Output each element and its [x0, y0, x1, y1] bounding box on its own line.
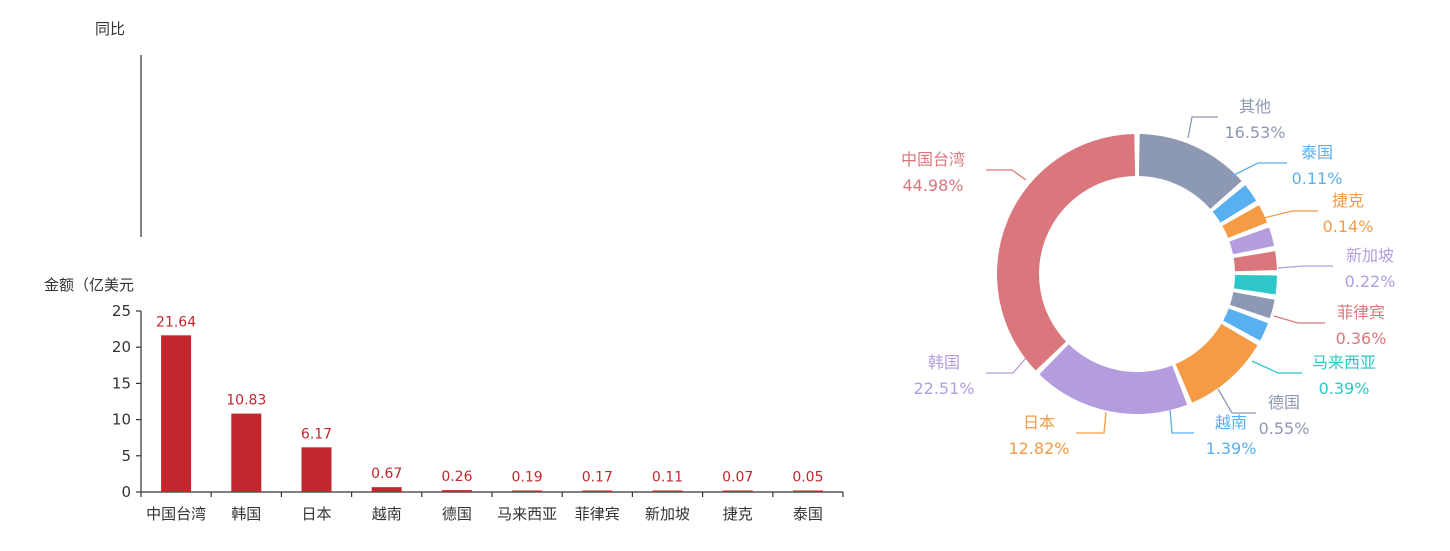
donut-leader-line	[1187, 116, 1218, 139]
donut-slice-越南	[1223, 308, 1269, 341]
donut-leader-line	[1277, 265, 1333, 269]
bar-value-label: 0.07	[722, 470, 753, 486]
donut-slice-percent: 0.11%	[1292, 169, 1343, 188]
bar-菲律宾	[582, 490, 613, 492]
bar-日本	[301, 447, 332, 492]
donut-leader-line	[1273, 315, 1325, 324]
bar-y-tick-label: 0	[121, 483, 131, 501]
bar-y-tick-label: 25	[112, 302, 131, 320]
bar-value-label: 21.64	[156, 314, 196, 330]
bar-y-axis-title: 金额（亿美元	[44, 276, 134, 294]
donut-slice-percent: 0.36%	[1336, 329, 1387, 348]
bar-y-tick-label: 15	[112, 374, 131, 392]
bar-x-tick-label: 德国	[442, 505, 472, 523]
bar-x-tick-label: 泰国	[793, 505, 823, 523]
bar-马来西亚	[512, 490, 543, 492]
bar-value-label: 6.17	[301, 426, 332, 442]
donut-slice-新加坡	[1229, 227, 1275, 255]
bar-x-tick-label: 马来西亚	[497, 505, 557, 523]
donut-slice-name: 新加坡	[1346, 246, 1394, 265]
donut-slice-name: 捷克	[1332, 191, 1364, 210]
bar-y-tick-label: 10	[112, 411, 131, 429]
bar-value-label: 0.17	[582, 470, 613, 486]
bar-x-tick-label: 日本	[301, 505, 331, 523]
donut-slice-德国	[1229, 292, 1275, 319]
bar-value-label: 0.19	[512, 470, 543, 486]
donut-slice-中国台湾	[997, 134, 1136, 371]
bar-x-tick-label: 捷克	[723, 505, 753, 523]
bar-x-tick-label: 越南	[372, 505, 402, 523]
bar-韩国	[231, 413, 262, 492]
donut-slice-马来西亚	[1233, 275, 1277, 295]
donut-slice-韩国	[1039, 344, 1188, 415]
donut-slice-其他	[1138, 134, 1242, 209]
donut-slice-percent: 44.98%	[902, 176, 963, 195]
donut-leader-line	[1263, 210, 1318, 219]
donut-slice-percent: 0.14%	[1323, 217, 1374, 236]
donut-slice-percent: 16.53%	[1224, 123, 1285, 142]
bar-捷克	[722, 490, 753, 492]
bar-新加坡	[652, 490, 683, 492]
donut-slice-name: 韩国	[928, 353, 960, 372]
bar-x-tick-label: 新加坡	[645, 505, 690, 523]
bar-德国	[441, 490, 472, 492]
donut-slice-percent: 0.39%	[1319, 379, 1370, 398]
donut-leader-line	[1169, 409, 1194, 434]
bar-chart: 0 5 10 15 20 25 21.64 中国台湾 10.83 韩国 6.17 日本 0.67 越南 0.…	[112, 302, 844, 523]
donut-slice-percent: 1.39%	[1206, 439, 1257, 458]
bar-越南	[371, 487, 402, 492]
donut-slice-name: 越南	[1215, 413, 1247, 432]
bar-y-tick-label: 5	[121, 447, 131, 465]
donut-slice-日本	[1175, 323, 1258, 403]
bar-x-tick-label: 韩国	[231, 505, 261, 523]
donut-slice-name: 其他	[1239, 97, 1271, 116]
donut-slice-name: 中国台湾	[901, 150, 965, 169]
bar-value-label: 10.83	[226, 393, 266, 409]
donut-slice-percent: 22.51%	[913, 379, 974, 398]
donut-slice-percent: 0.22%	[1345, 272, 1396, 291]
donut-chart: 其他 16.53% 泰国 0.11% 捷克 0.14% 新加坡 0.22% 菲律宾 0.36% 马来…	[901, 97, 1395, 458]
bar-value-label: 0.05	[792, 470, 823, 486]
donut-slice-percent: 12.82%	[1008, 439, 1069, 458]
donut-slice-name: 菲律宾	[1337, 303, 1385, 322]
bar-value-label: 0.26	[441, 469, 472, 485]
bar-x-tick-label: 中国台湾	[146, 505, 206, 523]
donut-leader-line	[1076, 411, 1107, 434]
donut-slice-name: 德国	[1268, 393, 1300, 412]
bar-中国台湾	[161, 335, 192, 492]
bar-value-label: 0.11	[652, 470, 683, 486]
donut-slice-name: 马来西亚	[1312, 353, 1376, 372]
donut-slice-泰国	[1212, 185, 1257, 223]
donut-slice-percent: 0.55%	[1259, 419, 1310, 438]
bar-value-label: 0.67	[371, 466, 402, 482]
yoy-axis-title: 同比	[95, 20, 125, 38]
bar-y-tick-label: 20	[112, 338, 131, 356]
donut-slice-菲律宾	[1233, 251, 1277, 272]
donut-slice-name: 泰国	[1301, 143, 1333, 162]
donut-leader-line	[1251, 360, 1302, 374]
donut-leader-line	[1217, 388, 1256, 414]
donut-leader-line	[986, 169, 1027, 181]
bar-泰国	[792, 490, 823, 492]
donut-leader-line	[1231, 162, 1287, 177]
bar-x-tick-label: 菲律宾	[575, 505, 620, 523]
donut-slice-name: 日本	[1023, 413, 1055, 432]
donut-slice-捷克	[1222, 205, 1268, 238]
